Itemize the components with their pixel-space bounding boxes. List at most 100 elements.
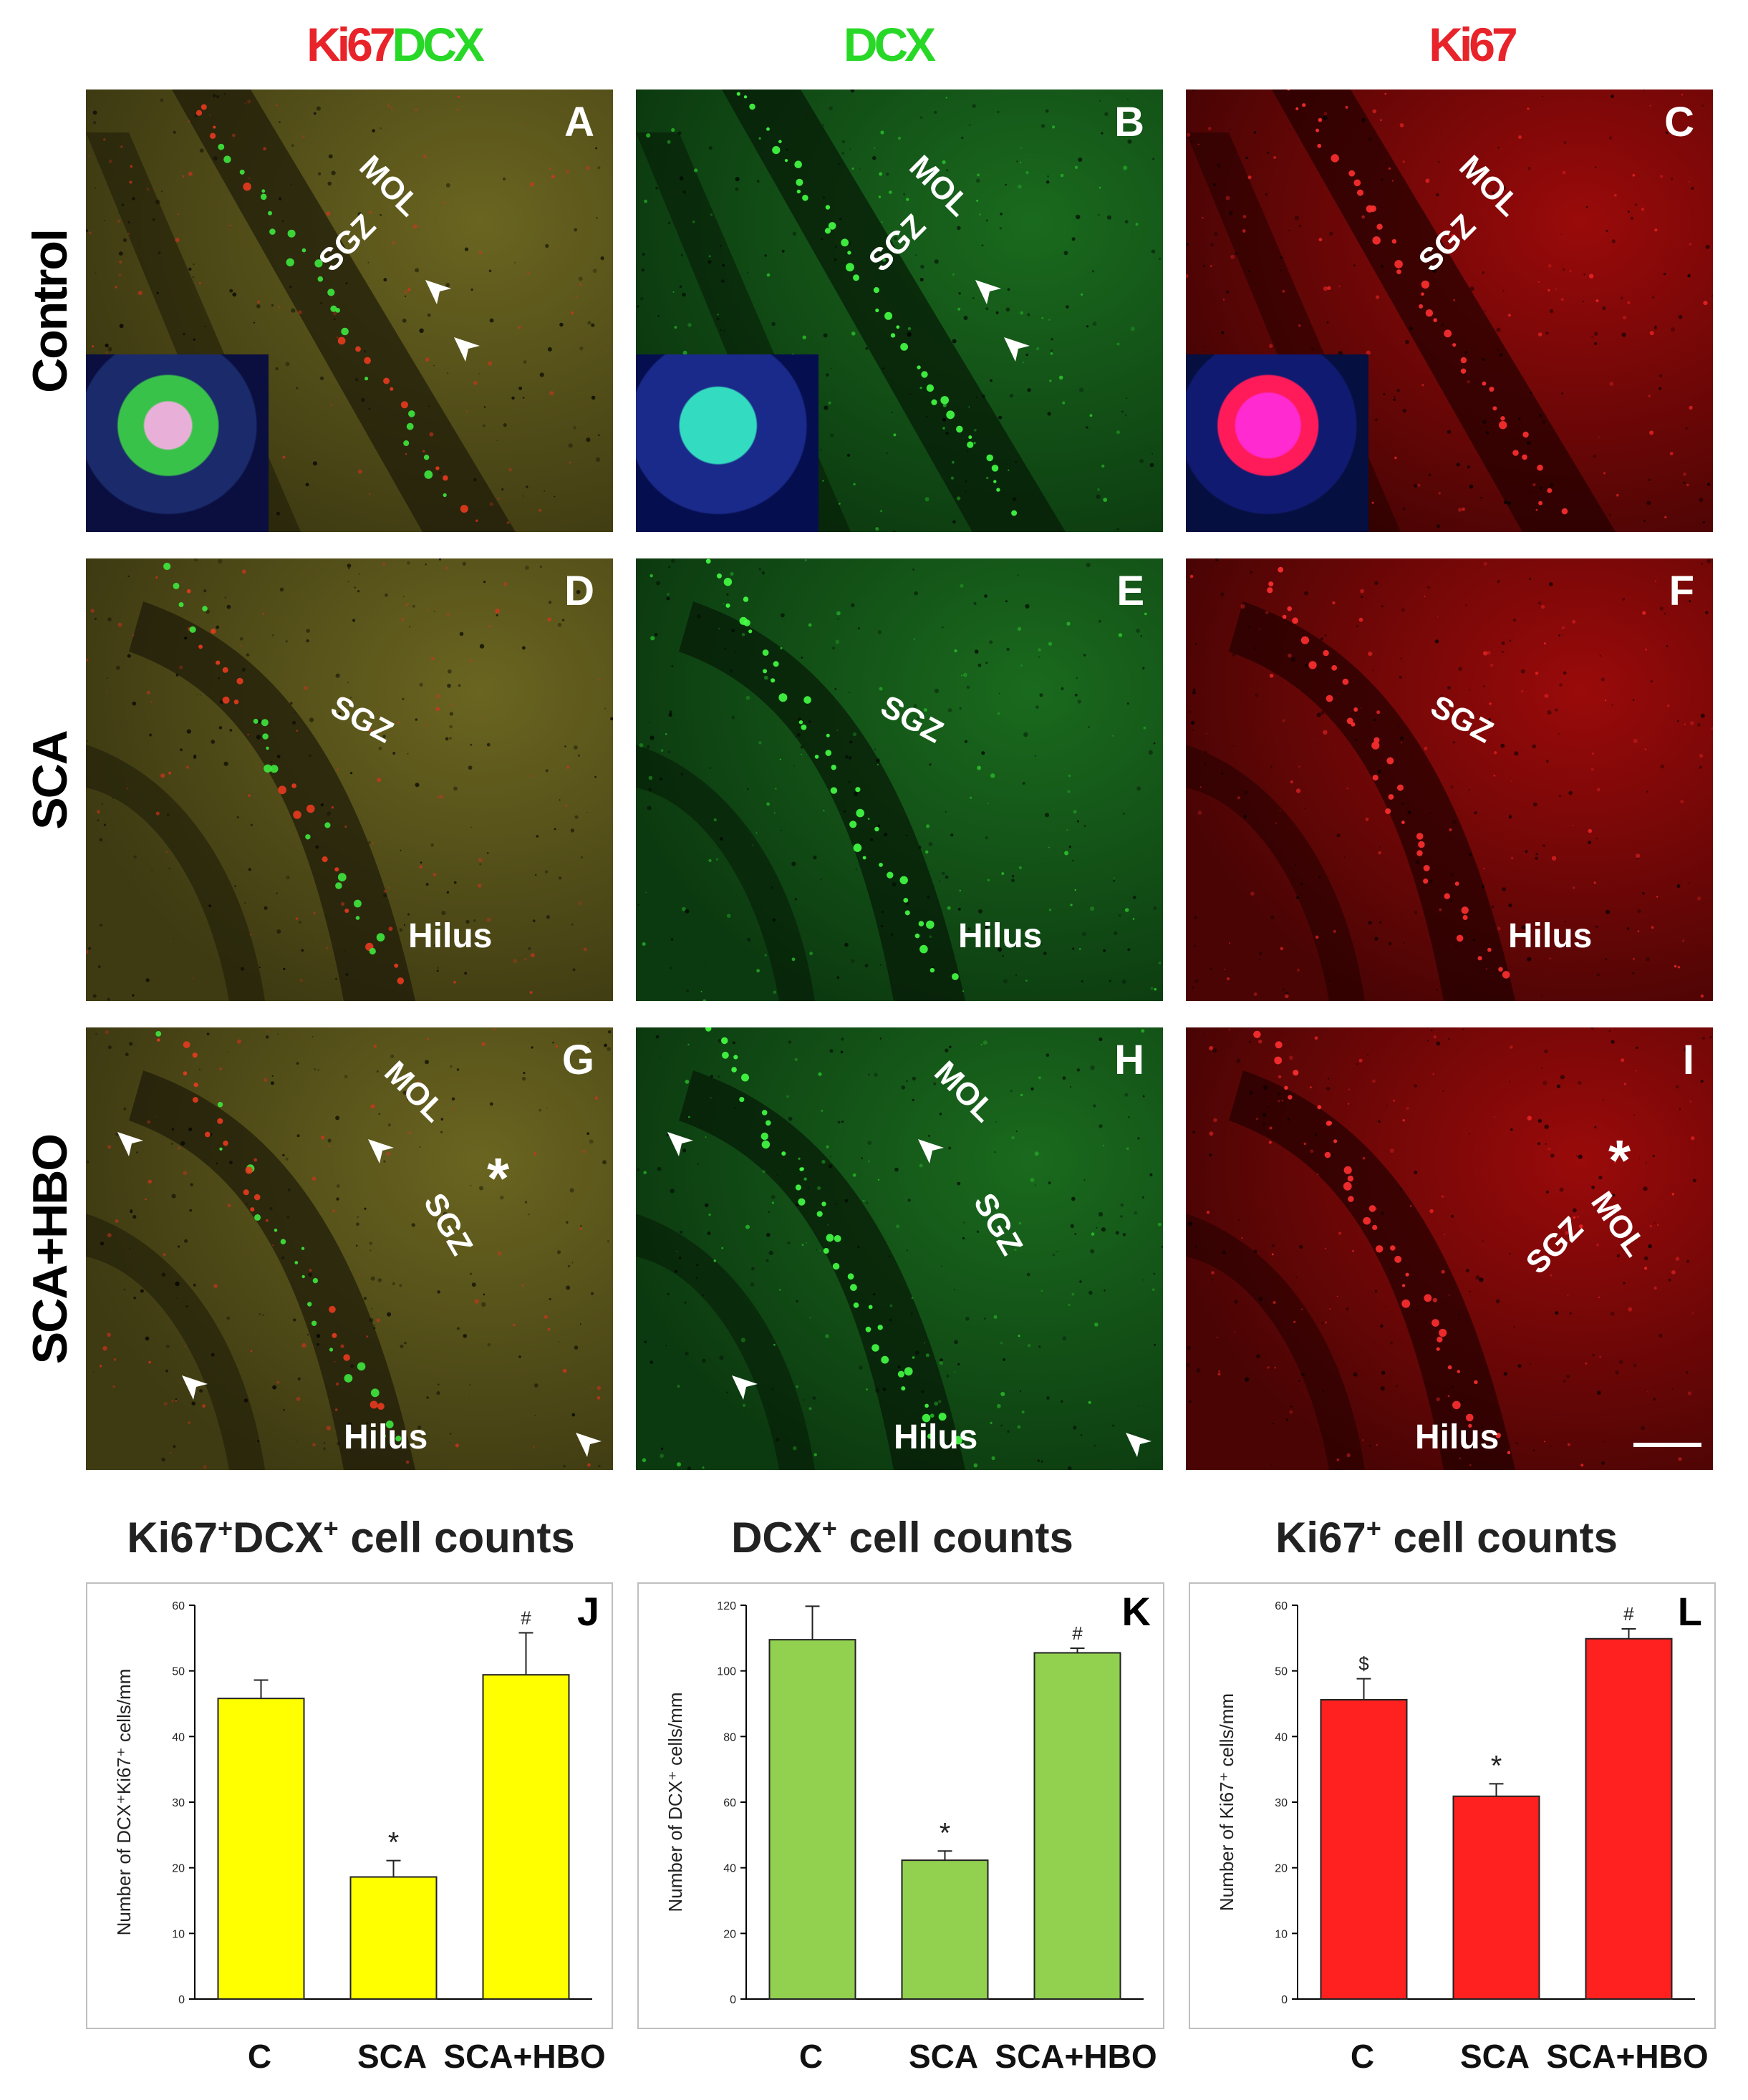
significance-marker: *: [388, 1827, 400, 1859]
panel-label: I: [1682, 1037, 1694, 1083]
significance-marker: *: [1491, 1750, 1502, 1781]
bar-scahbo: [1585, 1637, 1673, 2000]
x-category-label: SCA+HBO: [995, 2038, 1157, 2075]
y-axis-label: Number of DCX⁺ cells/mm: [665, 1693, 686, 1912]
significance-marker: #: [1623, 1603, 1634, 1625]
micrograph-panel-e: E SGZ Hilus: [636, 558, 1163, 1001]
arrowhead-icon: [1126, 1433, 1151, 1457]
micrograph-panel-f: F SGZ Hilus: [1186, 558, 1713, 1001]
micrograph-panel-a: A MOL SGZ: [86, 89, 613, 532]
arrowhead-icon: [1004, 337, 1030, 362]
panel-label: A: [564, 99, 594, 145]
micrograph-image: [86, 558, 613, 1001]
arrowhead-icon: [732, 1375, 758, 1400]
y-tick-label: 30: [172, 1797, 185, 1809]
micrograph-image: [636, 1027, 1163, 1470]
bar-sca: [349, 1876, 438, 2000]
graph-title-dcx: DCX+ cell counts: [731, 1514, 1073, 1562]
chart-k: 0 20 40 60 80 100 120 Number of DCX⁺ cells/mm * #…: [637, 1582, 1164, 2029]
y-tick-label: 0: [1281, 1994, 1288, 2006]
y-tick-label: 0: [730, 1994, 736, 2006]
panel-label: C: [1664, 99, 1694, 145]
significance-marker: #: [521, 1607, 531, 1629]
significance-marker: *: [940, 1817, 951, 1849]
significance-marker: $: [1358, 1653, 1369, 1675]
chart-panel-label: J: [577, 1589, 599, 1634]
arrowhead-icon: [576, 1433, 602, 1457]
bar-sca: [901, 1859, 989, 2000]
micrograph-image: [86, 1027, 613, 1470]
region-label-hilus: Hilus: [894, 1418, 978, 1456]
region-label-hilus: Hilus: [408, 917, 493, 955]
bar-sca: [1452, 1795, 1540, 2000]
chart-k-svg: 0 20 40 60 80 100 120 Number of DCX⁺ cells/mm * #…: [665, 1589, 1151, 2006]
arrowhead-icon: [975, 280, 1001, 304]
x-category-label: C: [247, 2038, 272, 2075]
x-category-label: SCA+HBO: [443, 2038, 606, 2075]
y-tick-label: 0: [178, 1994, 185, 2006]
column-header-merged: Ki67DCX: [272, 18, 516, 72]
chart-j: 0 10 20 30 40 50 60 Number of DCX⁺Ki67⁺ cells/m…: [86, 1582, 613, 2029]
region-label-hilus: Hilus: [344, 1418, 428, 1456]
y-tick-label: 40: [723, 1863, 736, 1875]
micrograph-panel-i: I MOL SGZ Hilus *: [1186, 1027, 1713, 1470]
graph-title-double: Ki67+DCX+ cell counts: [127, 1514, 575, 1562]
panel-label: B: [1114, 99, 1144, 145]
asterisk-marker: *: [487, 1146, 510, 1210]
y-tick-label: 80: [723, 1731, 736, 1743]
arrowhead-icon: [425, 280, 451, 304]
bar-c: [1320, 1699, 1408, 2000]
inset-highmag: [1186, 354, 1368, 532]
panel-label: E: [1116, 568, 1144, 614]
arrowhead-icon: [667, 1132, 693, 1156]
y-axis-label: Number of Ki67⁺ cells/mm: [1216, 1693, 1237, 1911]
y-tick-label: 50: [172, 1666, 185, 1678]
micrograph-panel-g: G MOL SGZ Hilus *: [86, 1027, 613, 1470]
x-category-label: C: [1350, 2038, 1375, 2075]
chart-j-svg: 0 10 20 30 40 50 60 Number of DCX⁺Ki67⁺ cells/m…: [113, 1589, 599, 2006]
y-tick-label: 30: [1275, 1797, 1288, 1809]
y-tick-label: 20: [172, 1863, 185, 1875]
inset-highmag: [86, 354, 269, 532]
y-tick-label: 20: [723, 1928, 736, 1940]
region-label-hilus: Hilus: [958, 917, 1043, 955]
y-tick-label: 60: [1275, 1600, 1288, 1612]
asterisk-marker: *: [1608, 1128, 1631, 1192]
y-axis-label: Number of DCX⁺Ki67⁺ cells/mm: [113, 1669, 135, 1936]
arrowhead-icon: [454, 337, 480, 362]
y-tick-label: 20: [1275, 1863, 1288, 1875]
y-tick-label: 60: [172, 1600, 185, 1612]
bar-c: [768, 1639, 856, 2000]
y-tick-label: 10: [172, 1928, 185, 1940]
panel-label: F: [1669, 568, 1694, 614]
y-tick-label: 50: [1275, 1666, 1288, 1678]
x-category-label: SCA: [357, 2038, 428, 2075]
region-label-hilus: Hilus: [1508, 917, 1593, 955]
y-tick-label: 10: [1275, 1928, 1288, 1940]
column-header-merged-ki67: Ki67: [306, 18, 395, 71]
panel-label: H: [1114, 1037, 1144, 1083]
row-header-sca: SCA: [22, 731, 77, 830]
column-header-dcx: DCX: [843, 18, 936, 71]
arrowhead-icon: [182, 1375, 208, 1400]
bar-c: [217, 1698, 305, 2000]
column-header-merged-dcx: DCX: [392, 18, 485, 71]
micrograph-panel-c: C MOL SGZ: [1186, 89, 1713, 532]
x-category-label: C: [798, 2038, 824, 2075]
graph-title-ki67: Ki67+ cell counts: [1275, 1514, 1618, 1562]
x-category-label: SCA+HBO: [1546, 2038, 1709, 2075]
x-category-label: SCA: [908, 2038, 979, 2075]
arrowhead-icon: [117, 1132, 143, 1156]
micrograph-panel-d: D SGZ Hilus: [86, 558, 613, 1001]
micrograph-image: [1186, 1027, 1713, 1470]
micrograph-image: [1186, 558, 1713, 1001]
chart-l-svg: 0 10 20 30 40 50 60 Number of Ki67⁺ cells/mm $ * #…: [1216, 1589, 1702, 2006]
significance-marker: #: [1072, 1622, 1083, 1644]
micrograph-panel-h: H MOL SGZ Hilus: [636, 1027, 1163, 1470]
chart-panel-label: K: [1122, 1589, 1151, 1634]
arrowhead-icon: [918, 1139, 944, 1163]
chart-panel-label: L: [1678, 1589, 1702, 1634]
y-tick-label: 60: [723, 1797, 736, 1809]
x-category-label: SCA: [1459, 2038, 1530, 2075]
row-header-control: Control: [23, 230, 77, 393]
